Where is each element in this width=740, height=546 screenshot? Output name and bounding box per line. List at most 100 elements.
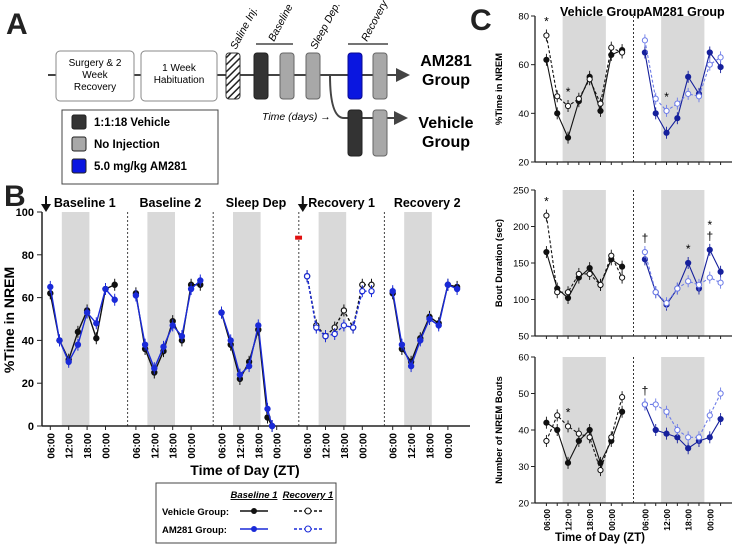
legend-b-recovery-header: Recovery 1: [283, 490, 334, 501]
significance-marker: *: [566, 405, 571, 419]
panel-c-vehicle-title: Vehicle Group: [560, 5, 644, 19]
panel-b-xtick-label: 12:00: [236, 433, 247, 459]
dark-period-shading: [318, 212, 347, 426]
panel-c-ytick-label: 200: [513, 222, 529, 233]
habituation-box-label: 1 Week Habituation: [154, 63, 205, 86]
panel-b-xtick-label: 06:00: [46, 433, 57, 459]
timeline-arrowhead-am281: [396, 68, 410, 82]
am281-group-label: AM281 Group: [420, 53, 472, 89]
panel-c-data-point: [652, 289, 659, 296]
panel-c-ytick-label: 80: [518, 12, 529, 23]
panel-c-xtick-label: 00:00: [705, 509, 715, 531]
legend-b-vehicle-recovery-marker: [304, 507, 312, 515]
legend-a-swatch: [71, 158, 87, 174]
panel-c-data-point: [575, 270, 582, 278]
data-point-am281: [218, 309, 225, 316]
dark-period-shading: [661, 190, 705, 336]
data-point-am281: [303, 273, 311, 280]
data-point-am281: [264, 405, 271, 413]
panel-c-data-point: [685, 73, 692, 80]
panel-c-data-point: [564, 289, 572, 296]
panel-c-data-point: [663, 107, 670, 115]
significance-marker: †: [642, 383, 649, 397]
saline-day-box: [225, 52, 241, 100]
panel-c-data-point: [695, 281, 703, 288]
panel-b-subtitle: Baseline 2: [139, 196, 201, 210]
injection-arrowhead: [41, 204, 51, 212]
panel-b-xtick-label: 00:00: [187, 433, 198, 459]
panel-c-data-point: [685, 445, 692, 452]
data-point-am281: [141, 341, 149, 348]
panel-c-ytick-label: 150: [513, 259, 529, 270]
panel-c-xtick-label: 18:00: [585, 509, 595, 531]
panel-c-data-point: [652, 110, 659, 117]
panel-c-data-point: [717, 54, 724, 61]
legend-b-am281-row: AM281 Group:: [162, 525, 227, 536]
panel-c-data-point: [706, 246, 713, 253]
panel-c-data-point: [717, 415, 724, 423]
panel-b-xtick-label: 18:00: [83, 433, 94, 459]
legend-a-label: 1:1:18 Vehicle: [94, 117, 170, 129]
panel-c-ytick-label: 60: [518, 353, 529, 364]
panel-c-data-point: [554, 426, 561, 434]
significance-marker: †: [642, 231, 649, 245]
panel-c-ylabel: Bout Duration (sec): [494, 219, 505, 307]
significance-marker: *: [566, 85, 571, 99]
data-point-am281: [444, 281, 452, 288]
dark-period-shading: [233, 212, 261, 426]
data-point-am281: [453, 285, 461, 293]
saline-label: Saline Inj.: [228, 5, 260, 51]
legend-b-vehicle-row: Vehicle Group:: [162, 507, 229, 518]
panel-b-ytick-label: 80: [22, 250, 34, 262]
panel-c-data-point: [663, 129, 670, 136]
panel-c-data-point: [575, 95, 582, 102]
series-line-am281: [306, 276, 372, 337]
panel-c-data-point: [695, 93, 703, 100]
data-point-am281: [407, 362, 415, 370]
panel-c-ytick-label: 40: [518, 426, 529, 437]
surgery-box-label: Surgery & 2 Week Recovery: [69, 58, 122, 93]
data-point-am281: [417, 337, 424, 344]
panel-c-data-point: [663, 430, 670, 437]
panel-c-ytick-label: 20: [518, 158, 529, 169]
panel-c-data-point: [575, 430, 582, 437]
panel-c-data-point: [717, 268, 724, 275]
panel-c-data-point: [685, 434, 692, 441]
series-line-am281: [49, 286, 116, 364]
data-point-am281: [255, 322, 262, 329]
panel-b-ytick-label: 100: [16, 207, 34, 219]
time-days-label: Time (days) →: [262, 111, 331, 123]
legend-b-baseline-header: Baseline 1: [231, 490, 278, 501]
data-point-am281: [331, 330, 338, 338]
panel-c-data-point: [706, 49, 713, 56]
panel-c-data-point: [663, 408, 670, 415]
panel-c-data-point: [564, 102, 572, 110]
panel-b-xtick-label: 00:00: [358, 433, 369, 459]
panel-b-xtick-label: 00:00: [273, 433, 284, 459]
data-point-am281: [313, 324, 320, 331]
panel-c-am281-title: AM281 Group: [643, 5, 725, 19]
data-point-am281: [169, 322, 176, 329]
legend-a: [61, 109, 219, 185]
data-point-am281: [426, 315, 433, 323]
data-point-am281: [227, 337, 234, 344]
panel-c-data-point: [586, 270, 593, 278]
panel-c-data-point: [652, 401, 659, 408]
dark-period-shading: [562, 190, 606, 336]
legend-a-label: 5.0 mg/kg AM281: [94, 161, 187, 173]
panel-c-data-point: [717, 279, 724, 286]
panel-c-letter: C: [470, 4, 492, 37]
data-point-am281: [93, 320, 100, 327]
panel-c-data-point: [543, 419, 550, 426]
panel-c-ylabel: Number of NREM Bouts: [494, 376, 505, 484]
panel-a-letter: A: [6, 8, 28, 41]
dark-period-shading: [562, 357, 606, 503]
panel-c-data-point: [564, 423, 572, 430]
data-point-am281: [349, 324, 357, 331]
panel-b-xtick-label: 06:00: [389, 433, 400, 459]
panel-c-data-point: [608, 434, 615, 441]
panel-b-xtick-label: 12:00: [150, 433, 161, 459]
baseline-day1-box: [253, 52, 269, 100]
panel-c-ytick-label: 40: [518, 109, 529, 120]
